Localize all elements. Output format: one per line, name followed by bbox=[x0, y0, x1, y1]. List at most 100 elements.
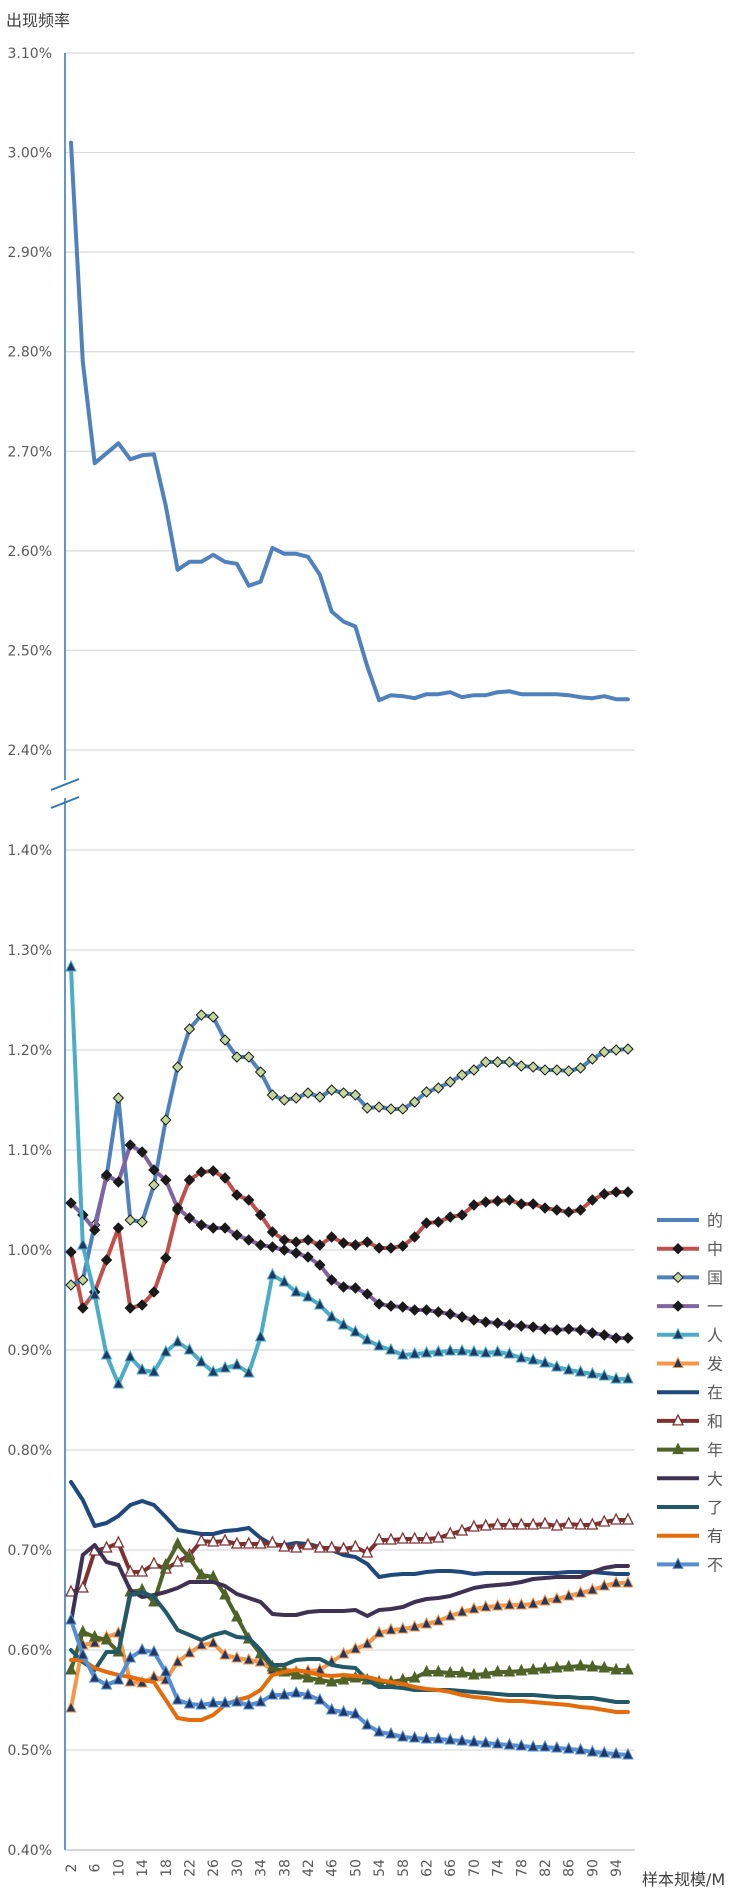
data-point bbox=[444, 1665, 457, 1678]
axes bbox=[50, 53, 635, 1851]
series-不 bbox=[65, 1612, 634, 1760]
data-point bbox=[278, 1539, 291, 1552]
data-point bbox=[527, 1061, 539, 1073]
data-point bbox=[183, 1212, 196, 1224]
data-point bbox=[527, 1352, 539, 1365]
data-point bbox=[503, 1517, 516, 1530]
data-point bbox=[551, 1660, 563, 1673]
y-tick-label: 0.80% bbox=[8, 1443, 52, 1459]
series-line bbox=[69, 1480, 630, 1579]
data-point bbox=[515, 1738, 528, 1751]
legend-marker bbox=[672, 1271, 684, 1284]
data-point bbox=[301, 1537, 315, 1550]
data-point bbox=[468, 1064, 480, 1076]
data-point bbox=[278, 1274, 291, 1287]
data-point bbox=[610, 1186, 622, 1198]
data-point bbox=[171, 1202, 184, 1214]
data-point bbox=[432, 1344, 445, 1357]
data-point bbox=[160, 1114, 172, 1126]
x-tick-label: 86 bbox=[562, 1859, 578, 1877]
data-point bbox=[361, 1102, 373, 1114]
data-point bbox=[325, 1540, 338, 1553]
x-tick-label: 10 bbox=[111, 1859, 127, 1877]
data-point bbox=[456, 1733, 468, 1746]
data-point bbox=[373, 1101, 385, 1113]
data-point bbox=[539, 1593, 551, 1606]
legend-item: 在 bbox=[657, 1383, 723, 1402]
data-point bbox=[183, 1023, 196, 1035]
data-point bbox=[290, 1685, 302, 1698]
x-tick-label: 94 bbox=[609, 1859, 625, 1877]
data-point bbox=[562, 1588, 575, 1601]
data-point bbox=[574, 1585, 587, 1598]
data-point bbox=[290, 1284, 302, 1297]
data-point bbox=[171, 1654, 184, 1667]
data-point bbox=[586, 1366, 599, 1379]
data-point bbox=[349, 1282, 362, 1294]
data-point bbox=[100, 1347, 113, 1360]
data-point bbox=[314, 1692, 326, 1705]
legend-item: 发 bbox=[657, 1355, 723, 1374]
data-point bbox=[337, 1704, 350, 1717]
data-point bbox=[195, 1354, 208, 1367]
series-line bbox=[69, 1543, 630, 1624]
gridlines bbox=[65, 52, 635, 1751]
data-point bbox=[266, 1687, 279, 1700]
data-point bbox=[396, 1347, 409, 1360]
data-point bbox=[112, 1176, 125, 1188]
data-point bbox=[325, 1309, 338, 1322]
data-point bbox=[266, 1226, 279, 1238]
legend-label: 在 bbox=[707, 1383, 723, 1402]
data-point bbox=[254, 1694, 267, 1707]
data-point bbox=[124, 1674, 137, 1687]
data-point bbox=[136, 1564, 149, 1577]
data-point bbox=[456, 1343, 468, 1356]
data-point bbox=[586, 1744, 599, 1757]
data-point bbox=[266, 1241, 279, 1253]
data-point bbox=[610, 1662, 622, 1675]
data-point bbox=[527, 1739, 539, 1752]
data-point bbox=[171, 1061, 184, 1073]
data-point bbox=[124, 1650, 137, 1663]
legend-item: 了 bbox=[657, 1498, 723, 1517]
data-point bbox=[278, 1687, 291, 1700]
data-point bbox=[444, 1608, 457, 1621]
data-point bbox=[243, 1194, 255, 1206]
data-point bbox=[574, 1742, 587, 1755]
data-point bbox=[479, 1666, 492, 1679]
data-point bbox=[361, 1288, 373, 1300]
series-人 bbox=[65, 959, 634, 1389]
data-point bbox=[325, 1702, 338, 1715]
legend-label: 一 bbox=[707, 1297, 723, 1316]
data-point bbox=[515, 1350, 528, 1363]
legend-label: 和 bbox=[707, 1412, 723, 1431]
data-point bbox=[207, 1364, 220, 1377]
legend-label: 发 bbox=[707, 1355, 723, 1374]
data-point bbox=[148, 1286, 160, 1298]
data-point bbox=[444, 1211, 456, 1223]
data-point bbox=[551, 1740, 563, 1753]
data-point bbox=[243, 1051, 255, 1063]
data-point bbox=[231, 1650, 243, 1663]
data-point bbox=[622, 1662, 634, 1675]
data-point bbox=[622, 1747, 634, 1760]
y-tick-label: 1.30% bbox=[8, 943, 52, 959]
data-point bbox=[396, 1621, 409, 1634]
data-point bbox=[242, 1652, 255, 1665]
data-point bbox=[100, 1677, 113, 1690]
data-point bbox=[124, 1349, 137, 1362]
data-point bbox=[171, 1554, 184, 1567]
data-point bbox=[100, 1632, 113, 1645]
data-point bbox=[444, 1343, 457, 1356]
data-point bbox=[527, 1596, 539, 1609]
data-point bbox=[420, 1531, 433, 1544]
legend-item: 大 bbox=[657, 1469, 723, 1488]
data-point bbox=[349, 1641, 362, 1654]
data-point bbox=[242, 1365, 255, 1378]
series-了 bbox=[69, 1590, 630, 1704]
data-point bbox=[337, 1281, 350, 1293]
data-point bbox=[456, 1069, 468, 1081]
data-point bbox=[622, 1332, 634, 1344]
data-point bbox=[610, 1371, 622, 1384]
